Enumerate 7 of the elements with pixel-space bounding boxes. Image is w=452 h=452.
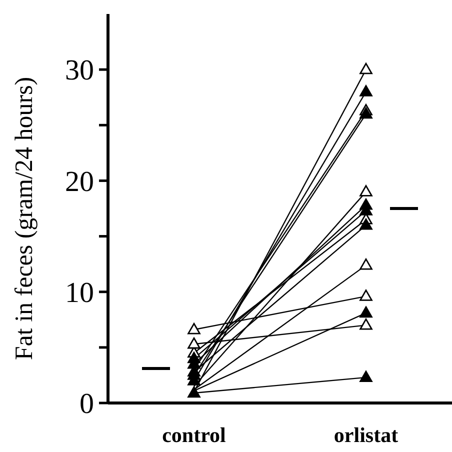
y-tick-label: 10 — [65, 277, 94, 310]
y-tick-label: 30 — [65, 54, 94, 87]
y-tick-label: 0 — [80, 388, 94, 420]
x-tick-label: orlistat — [334, 423, 398, 447]
x-tick-label: control — [162, 423, 226, 447]
y-axis-title: Fat in feces (gram/24 hours) — [11, 76, 38, 360]
y-tick-label: 20 — [65, 166, 94, 198]
